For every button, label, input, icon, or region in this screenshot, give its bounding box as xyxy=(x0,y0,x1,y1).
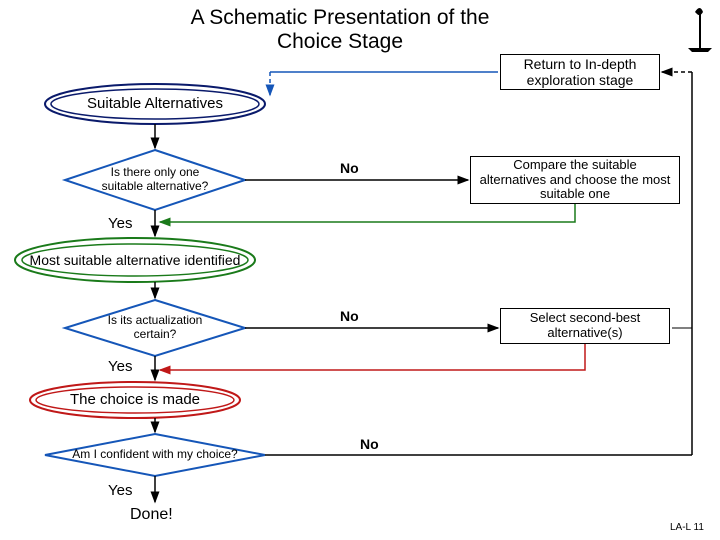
diamond2-text: Is its actualization certain? xyxy=(100,310,210,346)
return-box: Return to In-depth exploration stage xyxy=(500,54,660,90)
yes1-label: Yes xyxy=(108,215,132,232)
no3-label: No xyxy=(360,436,379,452)
footer-label: LA-L 11 xyxy=(670,522,704,533)
no1-label: No xyxy=(340,160,359,176)
ellipse3-text: The choice is made xyxy=(40,390,230,410)
select-box: Select second-best alternative(s) xyxy=(500,308,670,344)
no2-label: No xyxy=(340,308,359,324)
diagram-title: A Schematic Presentation of the Choice S… xyxy=(155,6,525,54)
logo-icon xyxy=(688,8,712,52)
compare-box: Compare the suitable alternatives and ch… xyxy=(470,156,680,204)
diamond1-text: Is there only one suitable alternative? xyxy=(95,159,215,201)
diamond3-text: Am I confident with my choice? xyxy=(70,443,240,467)
done-label: Done! xyxy=(130,506,173,524)
ellipse1-text: Suitable Alternatives xyxy=(55,92,255,116)
ellipse2-text: Most suitable alternative identified xyxy=(25,246,245,274)
yes2-label: Yes xyxy=(108,358,132,375)
yes3-label: Yes xyxy=(108,482,132,499)
